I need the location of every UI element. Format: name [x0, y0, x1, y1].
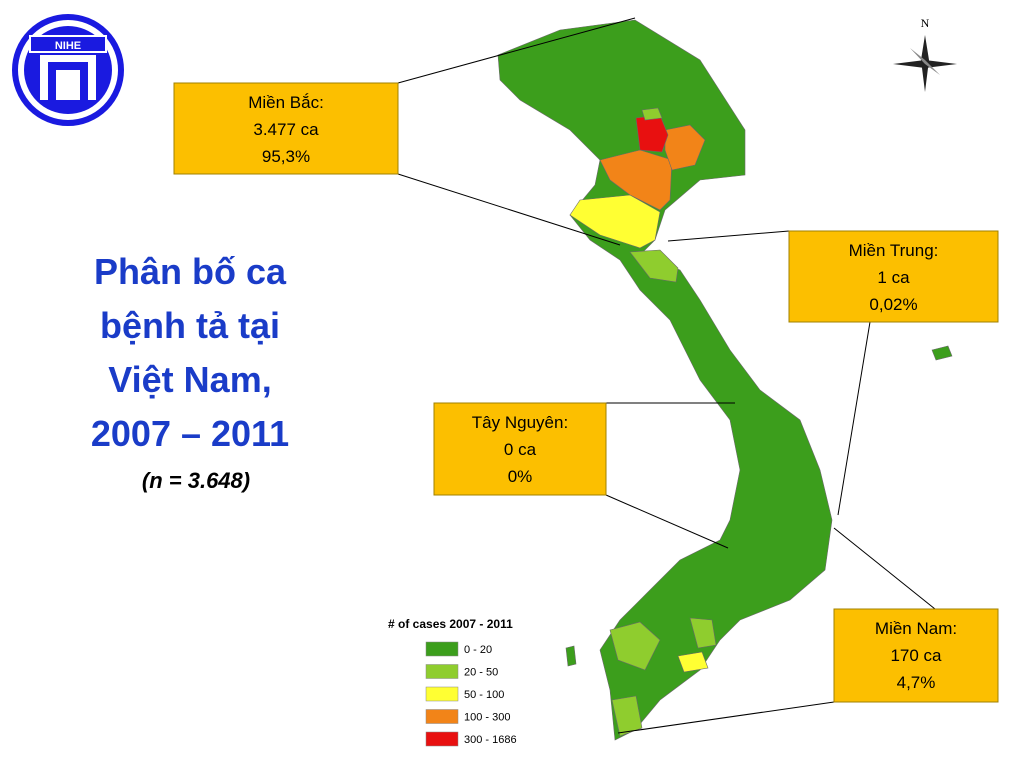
legend-label: 20 - 50: [464, 667, 498, 679]
legend-swatch: [425, 686, 459, 702]
callout: Miền Nam: 170 ca 4,7%: [833, 608, 999, 703]
compass: N: [893, 16, 957, 92]
region-name: Miền Bắc:: [248, 93, 324, 112]
map: [497, 19, 953, 741]
legend-label: 50 - 100: [464, 689, 504, 701]
subtitle: (n = 3.648): [142, 468, 250, 493]
title-line: 2007 – 2011: [91, 413, 289, 454]
region-cases: 1 ca: [877, 268, 910, 287]
callout-box: [833, 608, 999, 703]
compass-label: N: [921, 16, 930, 30]
region-name: Tây Nguyên:: [472, 413, 568, 432]
callout-box: [788, 230, 999, 323]
region-percent: 0%: [508, 467, 533, 486]
region-cases: 3.477 ca: [253, 120, 319, 139]
title-line: bệnh tả tại: [100, 305, 280, 346]
region-name: Miền Trung:: [849, 241, 939, 260]
legend-label: 0 - 20: [464, 644, 492, 656]
title-line: Phân bố ca: [94, 251, 287, 292]
legend-swatch: [425, 664, 459, 679]
callouts: Miền Bắc: 3.477 ca 95,3% Miền Trung: 1 ca 0,0…: [173, 82, 999, 703]
legend-swatch: [425, 709, 459, 724]
title-line: Việt Nam,: [108, 359, 271, 400]
region-percent: 0,02%: [869, 295, 917, 314]
region-name: Miền Nam:: [875, 619, 957, 638]
callout: Miền Bắc: 3.477 ca 95,3%: [173, 82, 399, 175]
logo: NIHE: [12, 14, 124, 126]
title: Phân bố ca bệnh tả tại Việt Nam, 2007 – …: [91, 251, 289, 493]
legend-label: 300 - 1686: [464, 734, 517, 746]
region-percent: 95,3%: [262, 147, 310, 166]
legend-title: # of cases 2007 - 2011: [388, 617, 513, 631]
region-cases: 0 ca: [504, 440, 537, 459]
legend: # of cases 2007 - 2011 0 - 20 20 - 50 50 -…: [388, 617, 517, 747]
logo-text: NIHE: [55, 40, 81, 52]
callout-box: [173, 82, 399, 175]
callout: Miền Trung: 1 ca 0,02%: [788, 230, 999, 323]
region-cases: 170 ca: [890, 646, 942, 665]
callout-box: [433, 402, 607, 496]
connectors: [397, 17, 936, 734]
legend-swatch: [425, 641, 459, 657]
legend-label: 100 - 300: [464, 712, 510, 724]
legend-swatch: [425, 731, 459, 747]
region-percent: 4,7%: [897, 673, 936, 692]
callout: Tây Nguyên: 0 ca 0%: [433, 402, 607, 496]
